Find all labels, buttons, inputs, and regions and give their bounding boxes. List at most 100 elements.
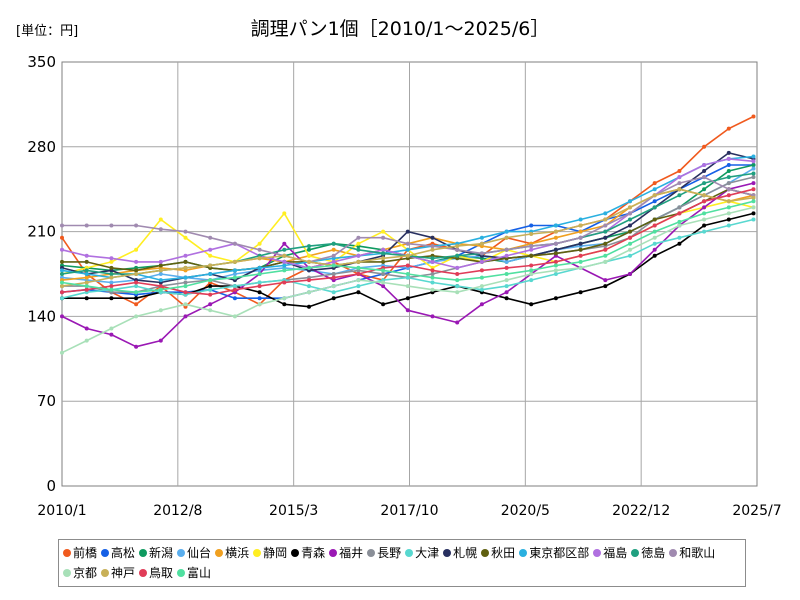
data-point <box>504 259 509 264</box>
legend-label: 東京都区部 <box>529 546 590 560</box>
y-tick-label: 280 <box>27 138 56 156</box>
data-point <box>455 253 460 258</box>
legend-label: 鳥取 <box>149 566 174 580</box>
data-point <box>652 253 657 258</box>
data-point <box>702 211 707 216</box>
data-point <box>504 229 509 234</box>
data-point <box>677 241 682 246</box>
data-point <box>60 223 64 228</box>
data-point <box>356 235 361 240</box>
data-point <box>529 232 534 236</box>
data-point <box>158 217 163 222</box>
data-point <box>504 272 509 276</box>
data-point <box>183 229 188 234</box>
data-point <box>307 259 311 264</box>
data-point <box>183 235 188 240</box>
data-point <box>652 205 657 210</box>
legend-marker <box>593 548 602 557</box>
data-point <box>60 280 64 285</box>
data-point <box>504 253 509 258</box>
data-point <box>60 350 64 355</box>
legend-label: 新潟 <box>149 546 174 560</box>
y-tick-label: 350 <box>27 53 56 71</box>
legend-label: 京都 <box>73 566 98 580</box>
data-point <box>677 187 682 192</box>
data-point <box>405 272 410 276</box>
legend-label: 和歌山 <box>679 546 716 560</box>
legend-marker <box>253 548 262 557</box>
data-point <box>504 290 509 295</box>
data-point <box>109 256 114 261</box>
data-point <box>529 302 534 307</box>
data-point <box>455 284 460 289</box>
data-point <box>479 287 484 292</box>
data-point <box>257 265 262 270</box>
data-point <box>726 217 731 222</box>
data-point <box>84 296 89 301</box>
data-point <box>307 244 311 249</box>
x-tick-label: 2022/12 <box>612 503 670 519</box>
data-point <box>282 211 287 216</box>
data-point <box>208 278 213 283</box>
data-point <box>702 163 707 167</box>
data-point <box>628 247 632 252</box>
data-point <box>208 263 213 268</box>
legend-item: 高松 <box>101 543 135 563</box>
data-point <box>109 280 114 285</box>
data-point <box>158 227 163 232</box>
data-point <box>652 235 657 240</box>
data-point <box>208 308 213 313</box>
data-point <box>726 223 731 228</box>
data-point <box>232 268 237 273</box>
legend-item: 徳島 <box>631 543 665 563</box>
data-point <box>726 205 731 210</box>
data-point <box>109 287 114 292</box>
data-point <box>603 259 608 264</box>
data-point <box>702 187 707 192</box>
data-point <box>183 265 188 270</box>
data-point <box>84 338 89 343</box>
legend-item: 秋田 <box>481 543 515 563</box>
legend-label: 横浜 <box>225 546 250 560</box>
data-point <box>381 284 386 289</box>
data-point <box>232 275 237 280</box>
data-point <box>232 272 237 276</box>
legend-label: 仙台 <box>187 546 212 560</box>
data-point <box>479 302 484 307</box>
x-tick-label: 2015/3 <box>269 503 318 519</box>
legend-marker <box>291 548 300 557</box>
data-point <box>158 278 163 283</box>
data-point <box>134 272 139 276</box>
data-point <box>183 275 188 280</box>
data-point <box>751 205 756 210</box>
data-point <box>158 263 163 268</box>
data-point <box>405 275 410 280</box>
legend-item: 京都 <box>63 563 97 583</box>
legend-marker <box>177 568 186 577</box>
data-point <box>282 247 287 252</box>
data-point <box>504 247 509 252</box>
data-point <box>504 235 509 240</box>
data-point <box>282 263 287 268</box>
data-point <box>455 265 460 270</box>
data-point <box>702 199 707 204</box>
data-point <box>726 199 731 204</box>
data-point <box>208 235 213 240</box>
legend-label: 富山 <box>187 566 212 580</box>
legend-item: 新潟 <box>139 543 173 563</box>
data-point <box>381 251 386 256</box>
data-point <box>232 296 237 301</box>
data-point <box>652 241 657 246</box>
data-point <box>479 268 484 273</box>
legend-item: 青森 <box>291 543 325 563</box>
data-point <box>652 223 657 228</box>
data-point <box>455 272 460 276</box>
data-point <box>158 308 163 313</box>
data-point <box>726 150 731 155</box>
legend-marker <box>101 548 110 557</box>
data-point <box>84 326 89 331</box>
data-point <box>603 284 608 289</box>
data-point <box>356 284 361 289</box>
data-point <box>751 175 756 180</box>
data-point <box>84 284 89 289</box>
